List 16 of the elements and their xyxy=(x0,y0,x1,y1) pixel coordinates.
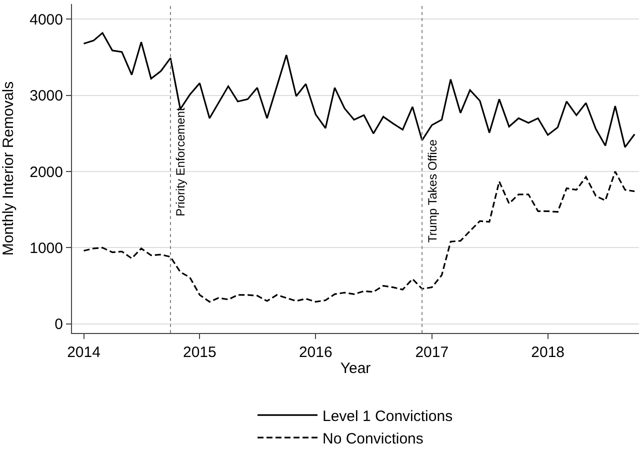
ref-line-label: Trump Takes Office xyxy=(426,139,440,243)
x-tick-label: 2016 xyxy=(298,344,332,361)
ref-line-label: Priority Enforcement xyxy=(174,107,188,216)
y-axis-title: Monthly Interior Removals xyxy=(0,81,17,256)
y-tick-label: 4000 xyxy=(30,11,63,28)
legend-label: Level 1 Convictions xyxy=(322,408,453,425)
y-tick-label: 0 xyxy=(54,316,63,334)
x-tick-label: 2015 xyxy=(183,344,216,361)
x-tick-label: 2018 xyxy=(531,344,565,361)
x-axis-title: Year xyxy=(340,360,371,377)
legend-label: No Convictions xyxy=(322,430,424,448)
x-tick-label: 2017 xyxy=(415,344,449,361)
y-tick-label: 2000 xyxy=(30,164,63,181)
y-tick-label: 3000 xyxy=(30,88,63,105)
x-tick-label: 2014 xyxy=(67,344,100,361)
y-tick-label: 1000 xyxy=(30,240,63,257)
